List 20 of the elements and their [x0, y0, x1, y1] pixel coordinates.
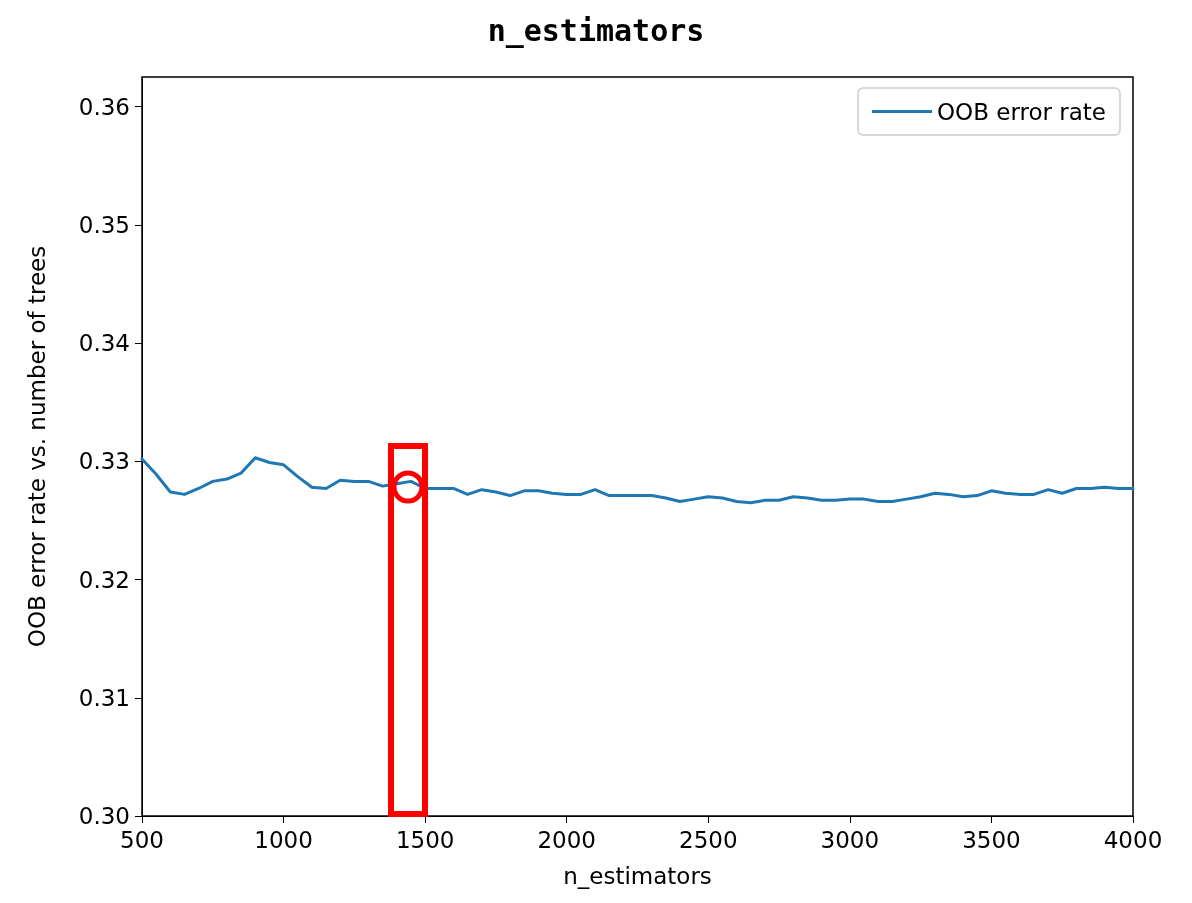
x-tick-label: 2000 — [537, 826, 596, 853]
x-axis-title: n_estimators — [563, 862, 712, 889]
y-tick-label: 0.32 — [78, 566, 130, 593]
x-tick-label: 3500 — [962, 826, 1021, 853]
x-tick-label: 2500 — [679, 826, 738, 853]
y-tick-label: 0.35 — [78, 211, 130, 238]
y-tick-label: 0.31 — [78, 684, 130, 711]
y-tick-label: 0.30 — [78, 803, 130, 829]
legend-label: OOB error rate — [936, 98, 1107, 125]
x-tick-label: 3000 — [820, 826, 880, 853]
x-tick-label: 500 — [120, 826, 164, 853]
y-axis-title: OOB error rate vs. number of trees — [23, 245, 50, 648]
y-tick-label: 0.33 — [78, 448, 130, 475]
x-tick-label: 4000 — [1103, 826, 1163, 853]
y-tick-label: 0.34 — [78, 330, 130, 357]
x-tick-label: 1500 — [395, 826, 455, 853]
x-tick-label: 1000 — [254, 826, 313, 853]
y-tick-label: 0.36 — [78, 93, 130, 120]
chart-title: n_estimators — [487, 12, 705, 48]
line-series — [140, 456, 1135, 505]
